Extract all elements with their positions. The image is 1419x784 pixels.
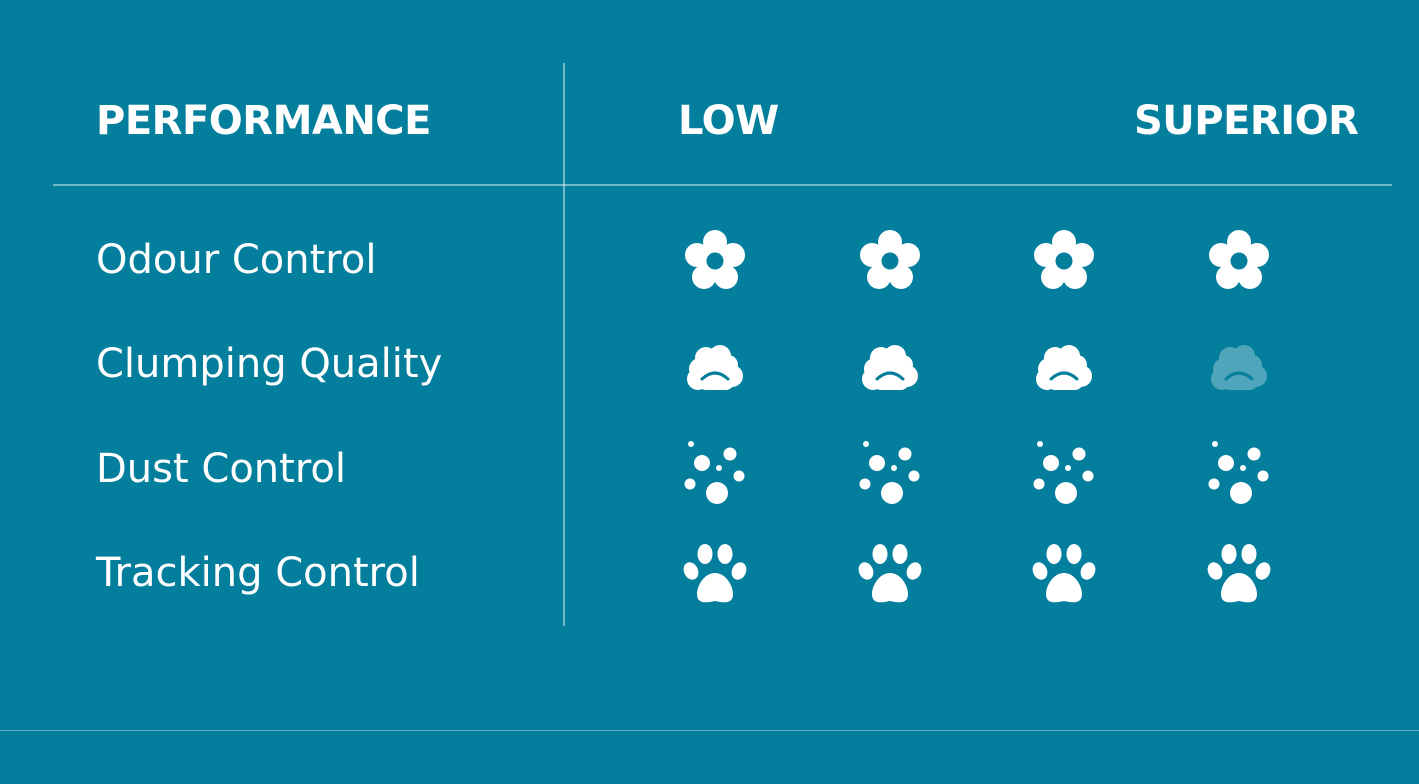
clump-icon bbox=[857, 334, 923, 400]
superior-header: SUPERIOR bbox=[1134, 98, 1359, 144]
paw-icon bbox=[682, 542, 748, 608]
dust-icon bbox=[1206, 438, 1272, 504]
flower-icon bbox=[1031, 228, 1097, 294]
flower-icon bbox=[682, 228, 748, 294]
dust-icon bbox=[1031, 438, 1097, 504]
paw-icon bbox=[1031, 542, 1097, 608]
flower-icon bbox=[857, 228, 923, 294]
clump-icon bbox=[682, 334, 748, 400]
performance-header: PERFORMANCE bbox=[96, 98, 432, 144]
row-label-tracking-control: Tracking Control bbox=[96, 550, 420, 596]
dust-icon bbox=[857, 438, 923, 504]
clump-icon bbox=[1031, 334, 1097, 400]
row-label-dust-control: Dust Control bbox=[96, 446, 346, 492]
low-header: LOW bbox=[678, 98, 779, 144]
footer-divider bbox=[0, 730, 1419, 731]
paw-icon bbox=[1206, 542, 1272, 608]
header-divider bbox=[53, 184, 1392, 186]
paw-icon bbox=[857, 542, 923, 608]
column-divider bbox=[563, 63, 565, 626]
flower-icon bbox=[1206, 228, 1272, 294]
row-label-odour-control: Odour Control bbox=[96, 237, 377, 283]
dust-icon bbox=[682, 438, 748, 504]
row-label-clumping-quality: Clumping Quality bbox=[96, 341, 443, 387]
clump-icon bbox=[1206, 334, 1272, 400]
